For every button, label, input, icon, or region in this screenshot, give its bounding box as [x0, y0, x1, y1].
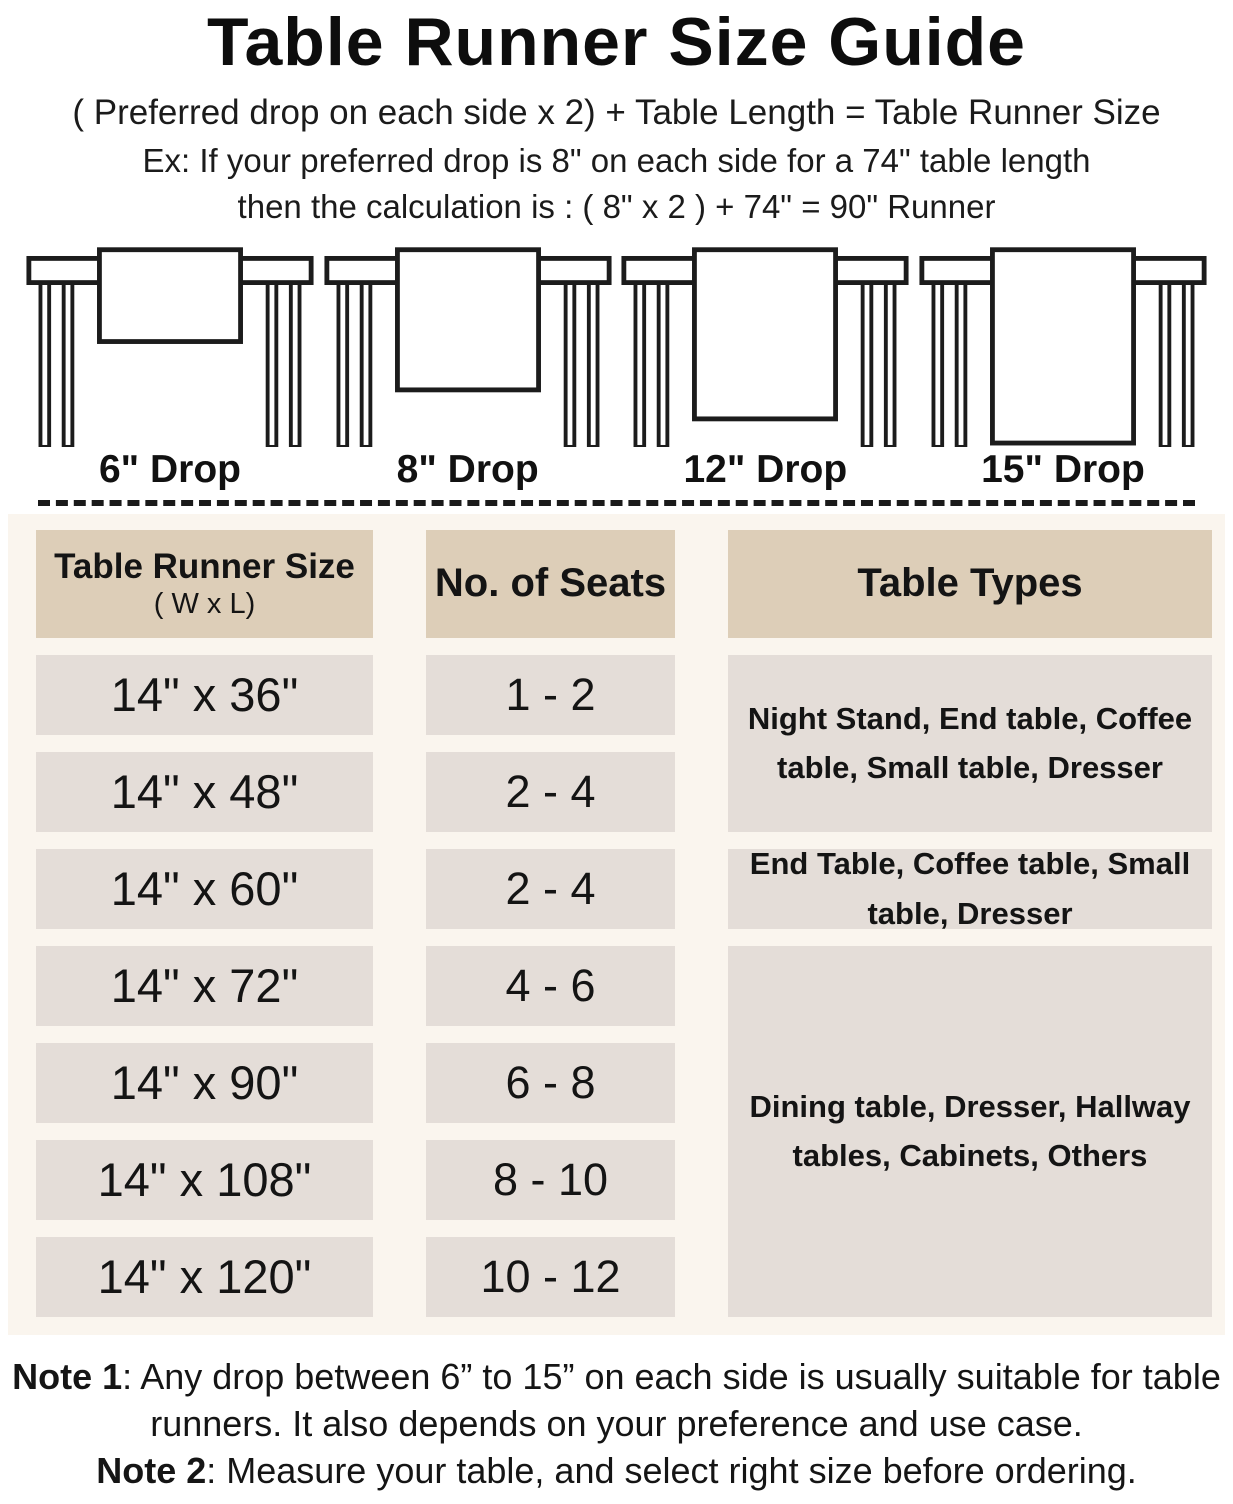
column-header-seats: No. of Seats [426, 529, 675, 638]
table-row-seats: 10 - 12 [426, 1236, 675, 1317]
table-row-seats: 1 - 2 [426, 654, 675, 735]
table-diagram-15in-drop [919, 247, 1207, 447]
table-leg [336, 279, 349, 447]
table-row-seats: 6 - 8 [426, 1042, 675, 1123]
table-row-size: 14" x 36" [36, 654, 373, 735]
table-leg [657, 279, 670, 447]
column-header-runner-size-subtitle: ( W x L) [153, 587, 256, 620]
note-2: Note 2: Measure your table, and select r… [96, 1450, 1137, 1491]
table-diagram-8in-drop [324, 247, 612, 447]
table-leg [38, 279, 52, 447]
runner-rect [989, 247, 1136, 446]
formula-line: ( Preferred drop on each side x 2) + Tab… [72, 93, 1161, 133]
table-row-seats: 8 - 10 [426, 1139, 675, 1220]
note-1-label: Note 1 [12, 1355, 123, 1397]
table-types-cell-medium-tables: End Table, Coffee table, Small table, Dr… [728, 846, 1212, 931]
drop-label-12in: 12" Drop [683, 447, 848, 491]
table-leg [359, 279, 372, 447]
note-1-text: : Any drop between 6” to 15” on each sid… [122, 1355, 1221, 1444]
runner-rect [692, 247, 839, 422]
column-header-table-types: Table Types [728, 529, 1212, 638]
runner-rect [97, 247, 243, 344]
table-leg [633, 279, 647, 447]
drop-label-15in: 15" Drop [981, 447, 1145, 491]
table-leg [563, 279, 576, 447]
table-types-cell-large-tables: Dining table, Dresser, Hallway tables, C… [728, 945, 1212, 1317]
table-leg [884, 279, 897, 447]
table-row-size: 14" x 72" [36, 945, 373, 1026]
table-leg [931, 279, 945, 447]
table-diagram-6in-drop [26, 247, 314, 447]
note-2-text: : Measure your table, and select right s… [206, 1449, 1137, 1491]
table-row-seats: 2 - 4 [426, 848, 675, 929]
column-header-runner-size: Table Runner Size ( W x L) [36, 529, 373, 638]
table-leg [954, 279, 968, 447]
table-leg [1158, 279, 1172, 447]
note-1: Note 1: Any drop between 6” to 15” on ea… [12, 1356, 1221, 1444]
table-row-size: 14" x 120" [36, 1236, 373, 1317]
runner-rect [394, 247, 541, 393]
table-leg [265, 279, 279, 447]
table-leg [586, 279, 600, 447]
drop-label-8in: 8" Drop [396, 447, 539, 491]
drop-diagrams [0, 239, 1233, 447]
table-leg [1181, 279, 1195, 447]
notes-section: Note 1: Any drop between 6” to 15” on ea… [10, 1353, 1223, 1494]
table-row-size: 14" x 108" [36, 1139, 373, 1220]
drop-labels-row: 6" Drop 8" Drop 12" Drop 15" Drop [0, 447, 1233, 492]
example-line-1: Ex: If your preferred drop is 8" on each… [142, 141, 1091, 179]
table-leg [61, 279, 75, 447]
table-leg [861, 279, 874, 447]
table-row-seats: 4 - 6 [426, 945, 675, 1026]
example-line-2: then the calculation is : ( 8" x 2 ) + 7… [237, 188, 996, 226]
table-row-size: 14" x 90" [36, 1042, 373, 1123]
column-header-runner-size-title: Table Runner Size [54, 546, 355, 586]
table-types-cell-small-tables: Night Stand, End table, Coffee table, Sm… [728, 654, 1212, 832]
drop-label-6in: 6" Drop [98, 447, 241, 491]
page-title: Table Runner Size Guide [207, 4, 1026, 80]
table-row-size: 14" x 48" [36, 751, 373, 832]
note-2-label: Note 2 [96, 1449, 207, 1491]
table-row-size: 14" x 60" [36, 848, 373, 929]
size-guide-table: Table Runner Size ( W x L) No. of Seats … [8, 513, 1225, 1335]
table-leg [288, 279, 302, 447]
dashed-divider [38, 499, 1195, 506]
table-row-seats: 2 - 4 [426, 751, 675, 832]
table-diagram-12in-drop [621, 247, 909, 447]
